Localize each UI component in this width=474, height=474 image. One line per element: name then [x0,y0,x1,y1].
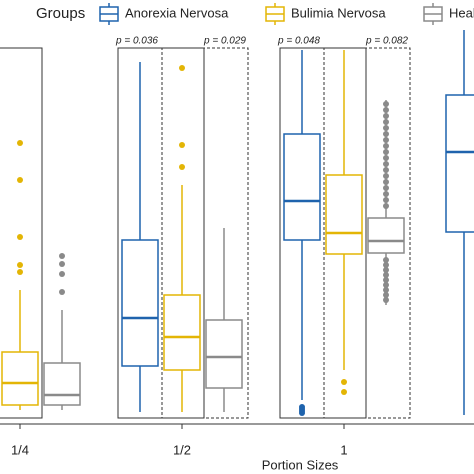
significance-box [279,47,367,419]
outlier [383,125,389,131]
box [325,174,363,255]
outlier [383,191,389,197]
box [163,294,201,371]
outlier [383,179,389,185]
x-tick-label: 1/2 [173,442,191,457]
outlier [383,173,389,179]
p-value: p = 0.036 [115,36,158,47]
p-value: p = 0.082 [365,36,408,47]
outlier [59,261,65,267]
outlier [383,149,389,155]
x-tick-label: 1 [340,442,347,457]
outlier [383,287,389,293]
outlier [17,269,23,275]
outlier [179,164,185,170]
outlier [341,379,347,385]
outlier [383,143,389,149]
outlier [383,282,389,288]
x-tick-label: 1/4 [11,442,29,457]
outlier [299,410,305,416]
box [445,94,474,233]
outlier [383,167,389,173]
outlier [17,177,23,183]
outlier [383,272,389,278]
outlier [383,119,389,125]
outlier [383,292,389,298]
legend-title: Groups [36,5,85,22]
x-axis-title: Portion Sizes [262,457,339,472]
outlier [383,155,389,161]
outlier [383,131,389,137]
outlier [17,140,23,146]
outlier [383,203,389,209]
box [121,239,159,367]
outlier [59,289,65,295]
outlier [179,142,185,148]
box [205,319,243,389]
significance-box [161,47,249,419]
legend-label: Healthy Controls [449,5,474,20]
box [43,362,81,406]
significance-box [0,47,43,419]
outlier [383,297,389,303]
outlier [341,389,347,395]
outlier [383,161,389,167]
outlier [59,253,65,259]
outlier [383,185,389,191]
box [283,133,321,241]
significance-box [117,47,205,419]
outlier [179,65,185,71]
legend-label: Anorexia Nervosa [125,5,229,20]
outlier [383,267,389,273]
outlier [383,257,389,263]
significance-box [323,47,411,419]
box [367,217,405,254]
p-value: p = 0.029 [203,36,246,47]
outlier [383,262,389,268]
outlier [383,137,389,143]
box [1,351,39,406]
outlier [383,101,389,107]
outlier [17,262,23,268]
legend-label: Bulimia Nervosa [291,5,386,20]
outlier [59,271,65,277]
p-value: p = 0.048 [277,36,320,47]
outlier [383,277,389,283]
outlier [383,113,389,119]
outlier [17,234,23,240]
outlier [383,197,389,203]
outlier [383,107,389,113]
